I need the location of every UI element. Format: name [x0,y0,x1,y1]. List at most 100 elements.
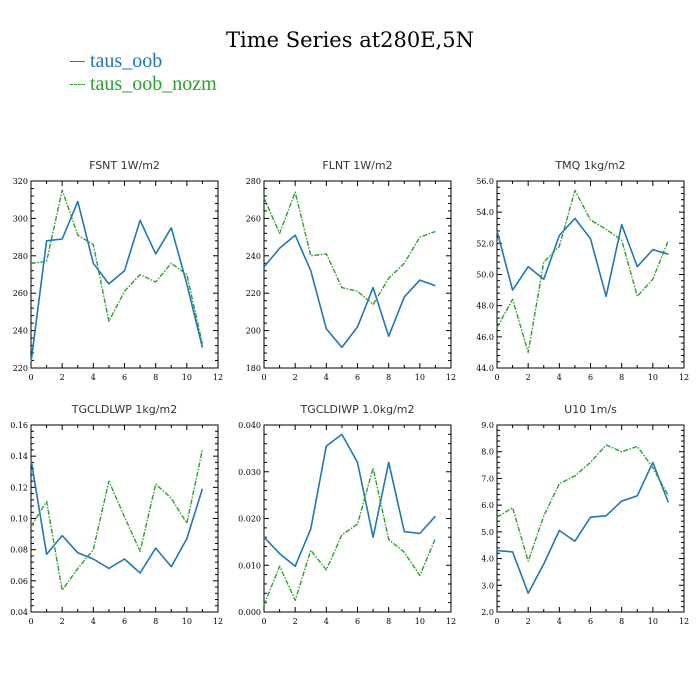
chart-title: TGCLDLWP 1kg/m2 [71,403,177,416]
y-tick-label: 0.16 [10,421,28,430]
x-tick-label: 2 [293,617,298,626]
x-tick-label: 0 [261,617,266,626]
x-tick-label: 10 [182,617,192,626]
y-tick-label: 0.010 [238,561,261,570]
y-tick-label: 48.0 [476,302,494,311]
series-line-taus-oob [263,433,436,568]
x-tick-label: 10 [648,373,658,382]
x-tick-label: 12 [213,373,223,382]
chart-title: U10 1m/s [564,403,617,416]
x-tick-label: 8 [619,373,624,382]
y-tick-label: 260 [13,289,28,298]
chart-title: TMQ 1kg/m2 [554,159,625,172]
plot-frame [30,424,219,613]
y-tick-label: 56.0 [476,177,494,186]
series-line-taus-oob-nozm [496,444,670,562]
x-tick-label: 10 [415,617,425,626]
y-tick-label: 320 [13,177,28,186]
y-tick-label: 4.0 [481,555,494,564]
series-line-taus-oob [496,217,669,298]
chart-panel-6: U10 1m/s 0 2 4 6 8 10 12 2.0 3.0 4.0 5.0 6.0 7.0 8.0 9.… [481,403,689,626]
y-tick-label: 300 [13,214,28,223]
chart-title: TGCLDIWP 1.0kg/m2 [299,403,414,416]
chart-panel-4: TGCLDLWP 1kg/m2 0 2 4 6 8 10 12 0.04 0.06 0.08 0.10… [10,403,223,626]
y-tick-label: 0.14 [10,452,28,461]
y-tick-label: 6.0 [481,501,494,510]
y-tick-label: 46.0 [476,333,494,342]
x-tick-label: 0 [494,617,499,626]
x-tick-label: 12 [446,373,456,382]
y-tick-label: 200 [246,327,261,336]
y-tick-label: 0.06 [10,577,28,586]
y-tick-label: 0.04 [10,608,28,617]
x-tick-label: 2 [526,617,531,626]
y-tick-label: 280 [13,252,28,261]
x-tick-label: 4 [91,617,96,626]
x-tick-label: 8 [619,617,624,626]
x-tick-label: 10 [415,373,425,382]
series-line-taus-oob [496,461,670,595]
x-tick-label: 6 [355,617,360,626]
x-tick-label: 2 [526,373,531,382]
plot-frame [30,180,219,369]
chart-panel-3: TMQ 1kg/m2 0 2 4 6 8 10 12 44.0 46.0 48.0 50.0 52.0 5… [476,159,689,382]
chart-title: FLNT 1W/m2 [322,159,392,172]
chart-title: FSNT 1W/m2 [89,159,160,172]
y-tick-label: 0.040 [238,421,261,430]
y-tick-label: 0.020 [238,515,261,524]
x-tick-label: 12 [679,373,689,382]
x-tick-label: 4 [91,373,96,382]
series-line-taus-oob-nozm [263,191,436,306]
plot-frame [263,180,452,369]
x-tick-label: 0 [261,373,266,382]
series-line-taus-oob-nozm [263,467,437,606]
x-tick-label: 2 [60,617,65,626]
x-tick-label: 0 [28,373,33,382]
series-line-taus-oob-nozm [496,189,670,354]
x-tick-label: 0 [494,373,499,382]
plot-frame [263,424,452,613]
y-tick-label: 0.000 [238,608,261,617]
y-tick-label: 0.030 [238,468,261,477]
figure-title: Time Series at280E,5N [226,28,474,52]
y-tick-label: 50.0 [476,271,494,280]
x-tick-label: 4 [324,373,329,382]
y-tick-label: 280 [246,177,261,186]
y-tick-label: 240 [13,327,28,336]
y-tick-label: 52.0 [476,239,494,248]
series-line-taus-oob [30,459,204,574]
x-tick-label: 2 [293,373,298,382]
series-line-taus-oob [263,234,436,349]
legend-swatch-taus-oob [70,61,85,62]
legend-label-taus-oob: taus_oob [90,50,163,72]
chart-panel-5: TGCLDIWP 1.0kg/m2 0 2 4 6 8 10 12 0.000 0.010 0.02… [238,403,456,626]
y-tick-label: 5.0 [481,528,494,537]
x-tick-label: 8 [386,617,391,626]
x-tick-label: 6 [122,373,127,382]
series-line-taus-oob [30,200,204,363]
chart-panel-1: FSNT 1W/m2 0 2 4 6 8 10 12 220 240 260 280 300 320 [13,159,223,382]
y-tick-label: 240 [246,252,261,261]
x-tick-label: 6 [588,373,593,382]
y-tick-label: 9.0 [481,421,494,430]
x-tick-label: 6 [122,617,127,626]
y-tick-label: 260 [246,214,261,223]
chart-panel-2: FLNT 1W/m2 0 2 4 6 8 10 12 180 200 220 240 260 280 [246,159,456,382]
y-tick-label: 0.08 [10,546,28,555]
x-tick-label: 10 [182,373,192,382]
x-tick-label: 12 [213,617,223,626]
x-tick-label: 0 [28,617,33,626]
y-tick-label: 0.10 [10,515,28,524]
legend-swatch-taus-oob-nozm [70,84,85,85]
y-tick-label: 54.0 [476,208,494,217]
x-tick-label: 8 [153,617,158,626]
x-tick-label: 4 [557,373,562,382]
y-tick-label: 8.0 [481,448,494,457]
plot-frame [496,180,685,369]
y-tick-label: 44.0 [476,364,494,373]
y-tick-label: 3.0 [481,581,494,590]
x-tick-label: 12 [679,617,689,626]
x-tick-label: 2 [60,373,65,382]
y-tick-label: 2.0 [481,608,494,617]
